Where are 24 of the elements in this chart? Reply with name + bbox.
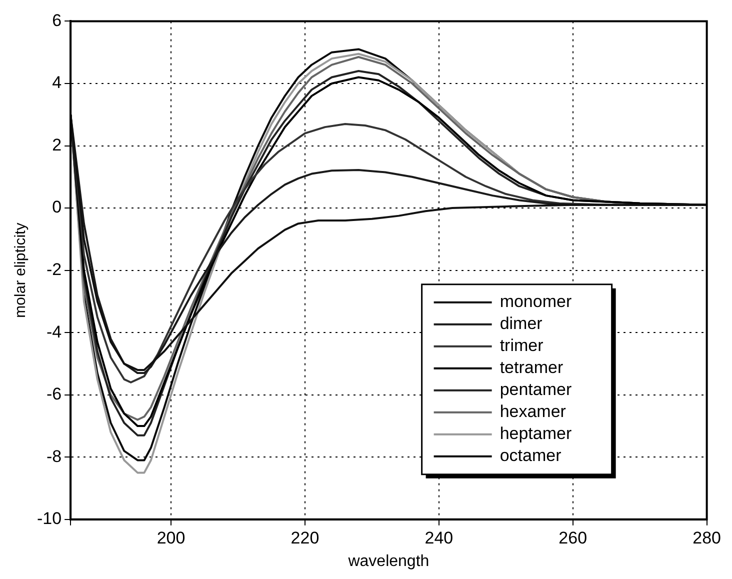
- legend-label: trimer: [500, 336, 544, 356]
- x-tick-label: 220: [290, 528, 320, 548]
- legend-label: dimer: [500, 314, 543, 334]
- y-tick-label: 6: [52, 10, 62, 30]
- y-tick-label: -2: [46, 260, 62, 279]
- y-axis-title: molar elipticity: [12, 222, 30, 318]
- x-tick-label: 280: [692, 528, 722, 548]
- y-tick-label: -6: [46, 384, 62, 404]
- legend-label: pentamer: [500, 380, 572, 400]
- legend-label: tetramer: [500, 358, 564, 378]
- legend-label: monomer: [500, 292, 572, 312]
- x-tick-label: 240: [424, 528, 454, 548]
- y-tick-label: -4: [46, 322, 62, 342]
- y-tick-label: 4: [52, 73, 62, 92]
- legend-label: octamer: [500, 446, 562, 466]
- y-tick-label: -10: [36, 509, 62, 528]
- x-tick-label: 200: [156, 528, 186, 548]
- legend-label: heptamer: [500, 424, 572, 444]
- y-tick-label: 2: [52, 135, 62, 154]
- y-tick-label: 0: [52, 198, 62, 217]
- y-tick-label: -8: [46, 446, 62, 466]
- legend-label: hexamer: [500, 402, 566, 422]
- x-axis-title: wavelength: [347, 552, 430, 570]
- x-tick-label: 260: [558, 528, 588, 548]
